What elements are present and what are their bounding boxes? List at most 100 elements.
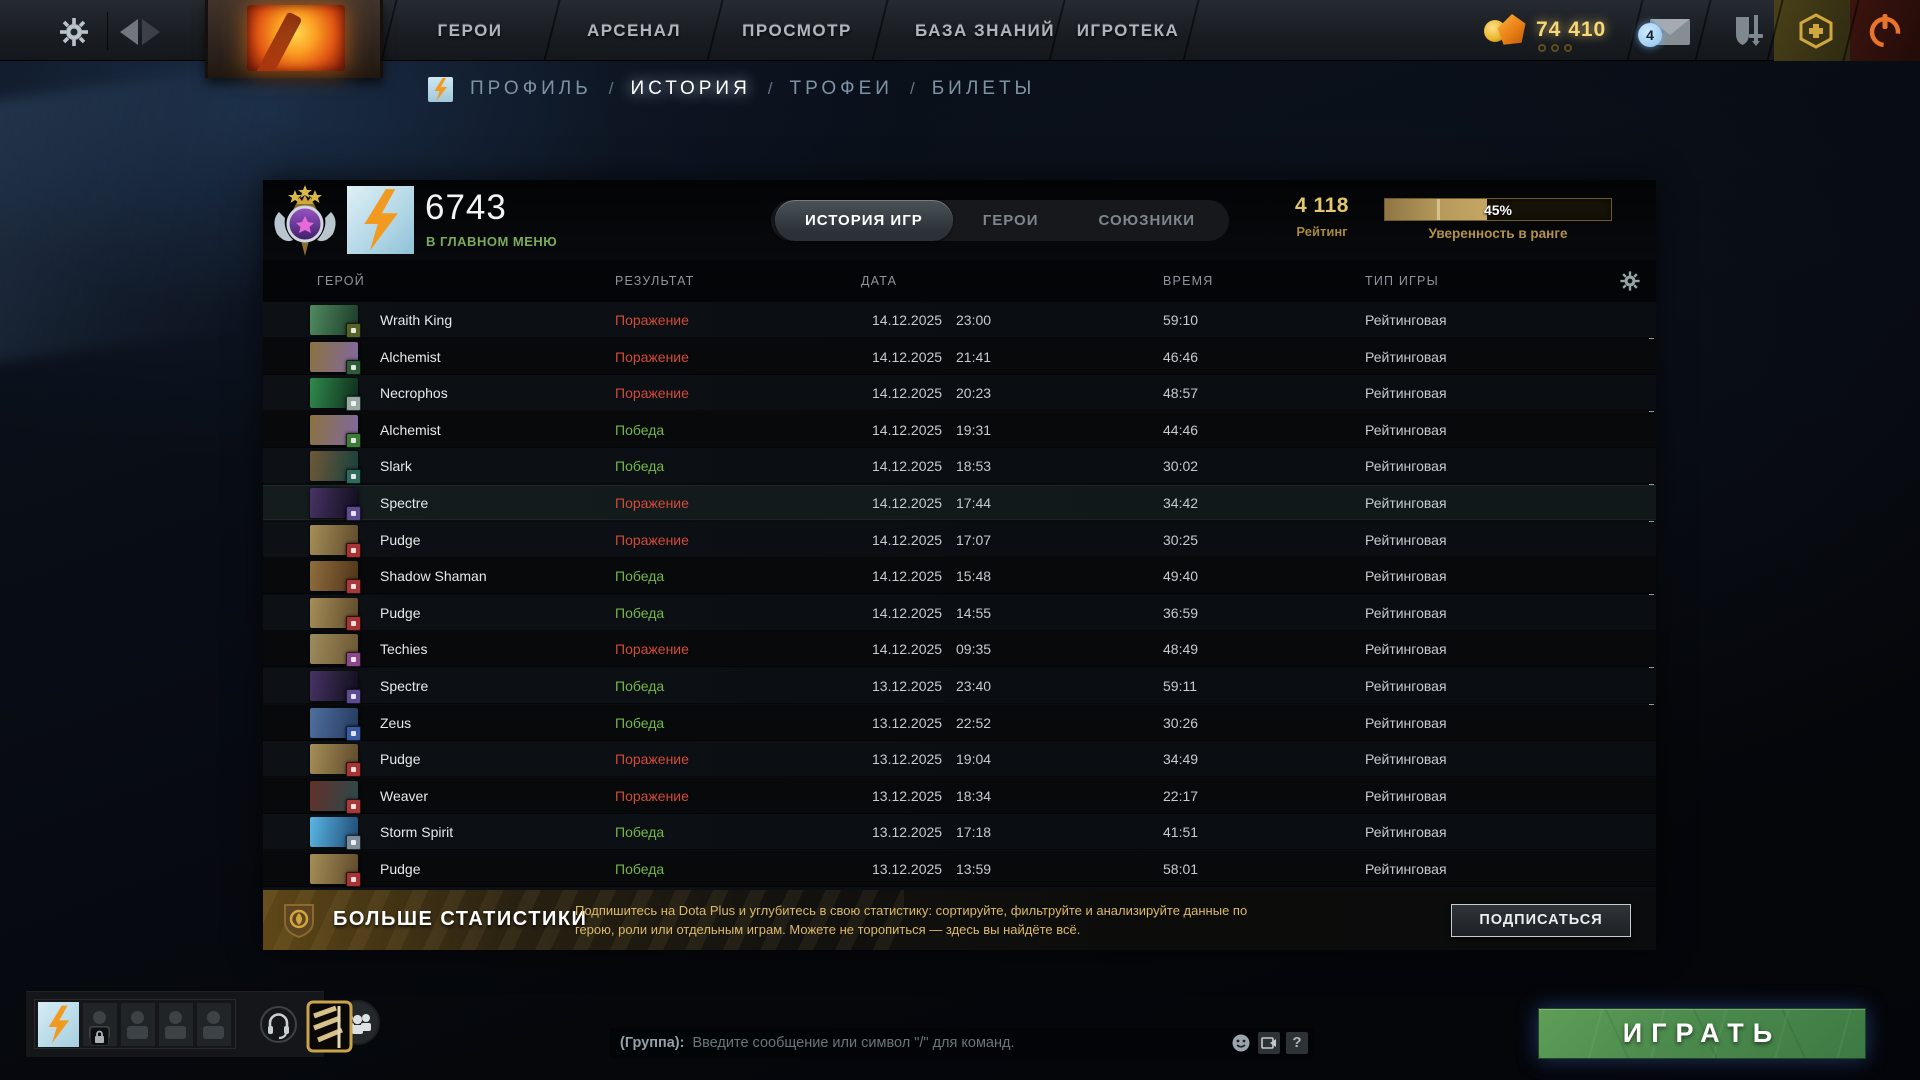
- match-time: 18:53: [956, 458, 992, 475]
- hero-portrait-spectre: [310, 671, 361, 704]
- dota-logo-home-button[interactable]: [205, 0, 383, 78]
- match-date: 13.12.2025: [872, 714, 943, 731]
- match-duration: 46:46: [1163, 348, 1199, 365]
- match-date: 14.12.2025: [872, 568, 943, 585]
- breadcrumb-item-история[interactable]: ИСТОРИЯ: [630, 78, 751, 99]
- match-row[interactable]: Alchemist Поражение 14.12.2025 21:41 46:46 Ре…: [263, 338, 1656, 375]
- match-result: Поражение: [615, 751, 689, 768]
- hero-portrait-shadow-shaman: [310, 561, 361, 595]
- play-button[interactable]: ИГРАТЬ: [1538, 1008, 1866, 1059]
- power-section-bg: [1850, 0, 1920, 61]
- tab-3[interactable]: СОЮЗНИКИ: [1098, 212, 1196, 229]
- top-bar: ГЕРОИ АРСЕНАЛ ПРОСМОТР БАЗА ЗНАНИЙ ИГРОТЕКА …: [0, 0, 1920, 78]
- match-row[interactable]: Wraith King Поражение 14.12.2025 23:00 59:10…: [263, 302, 1656, 338]
- hero-name: Storm Spirit: [380, 824, 454, 841]
- match-row[interactable]: Pudge Поражение 13.12.2025 19:04 34:49 Рейтин…: [263, 741, 1656, 778]
- match-row[interactable]: Storm Spirit Победа 13.12.2025 17:18 41:51 Ре…: [263, 814, 1656, 851]
- shard-gem-icon: [1497, 14, 1526, 45]
- match-row[interactable]: Spectre Победа 13.12.2025 23:40 59:11 Рейтинг…: [263, 668, 1656, 704]
- match-duration: 48:49: [1163, 641, 1199, 658]
- power-quit-button[interactable]: [1862, 12, 1908, 50]
- party-slot-empty[interactable]: [159, 1003, 193, 1046]
- match-time: 15:48: [956, 568, 992, 585]
- party-lock-icon[interactable]: [90, 1027, 109, 1046]
- profile-avatar-mini[interactable]: [428, 76, 453, 102]
- hero-portrait-pudge: [310, 524, 361, 558]
- column-header-4: ВРЕМЯ: [1163, 274, 1214, 288]
- match-duration: 30:02: [1163, 458, 1199, 475]
- confidence-percent: 45%: [1483, 202, 1513, 218]
- chat-input[interactable]: [692, 1035, 1230, 1051]
- party-panel: [25, 990, 353, 1058]
- match-row[interactable]: Pudge Победа 14.12.2025 14:55 36:59 Рейтингов…: [263, 594, 1656, 631]
- breadcrumb-separator: /: [767, 79, 773, 98]
- match-row[interactable]: Slark Победа 14.12.2025 18:53 30:02 Рейтингов…: [263, 448, 1656, 485]
- currency-amount: 74 410: [1536, 18, 1607, 41]
- hero-portrait-pudge: [310, 744, 361, 778]
- subscribe-button[interactable]: ПОДПИСАТЬСЯ: [1451, 904, 1631, 937]
- match-row[interactable]: Shadow Shaman Победа 14.12.2025 15:48 49:40 Р…: [263, 558, 1656, 595]
- match-row[interactable]: Zeus Победа 13.12.2025 22:52 30:26 Рейтингова…: [263, 704, 1656, 741]
- hero-facet-badge: [346, 725, 361, 741]
- topbar-section-separator: [1182, 0, 1200, 61]
- match-row-partial[interactable]: [263, 887, 1656, 890]
- nav-item-3[interactable]: ПРОСМОТР: [742, 21, 852, 40]
- party-slot-empty[interactable]: [197, 1003, 231, 1046]
- rank-medal-icon[interactable]: [267, 182, 343, 260]
- match-row[interactable]: Necrophos Поражение 14.12.2025 20:23 48:57 Ре…: [263, 375, 1656, 412]
- hero-portrait-alchemist: [310, 341, 361, 375]
- topbar-section-separator: [706, 0, 724, 61]
- party-slot-empty[interactable]: [121, 1003, 155, 1046]
- player-avatar[interactable]: [347, 186, 414, 254]
- screenshot-share-icon[interactable]: [1258, 1032, 1280, 1054]
- match-mode: Рейтинговая: [1365, 751, 1447, 768]
- nav-item-1[interactable]: ГЕРОИ: [437, 21, 503, 40]
- breadcrumb-item-билеты[interactable]: БИЛЕТЫ: [931, 78, 1036, 99]
- hero-name: Pudge: [380, 604, 421, 621]
- match-row[interactable]: Alchemist Победа 14.12.2025 19:31 44:46 Рейти…: [263, 411, 1656, 448]
- armory-button[interactable]: [1722, 12, 1770, 50]
- match-duration: 58:01: [1163, 861, 1199, 877]
- emoticon-icon[interactable]: [1230, 1032, 1252, 1054]
- back-arrow-icon[interactable]: [120, 19, 138, 45]
- tab-2[interactable]: ГЕРОИ: [982, 212, 1039, 229]
- match-row[interactable]: Techies Поражение 14.12.2025 09:35 48:49 Рейт…: [263, 631, 1656, 668]
- match-result: Поражение: [615, 495, 689, 511]
- match-row[interactable]: Pudge Поражение 14.12.2025 17:07 30:25 Рейтин…: [263, 521, 1656, 558]
- match-row[interactable]: Spectre Поражение 14.12.2025 17:44 34:42 Рейт…: [263, 485, 1656, 521]
- party-slot-self[interactable]: [38, 1002, 79, 1047]
- hero-name: Spectre: [380, 678, 429, 694]
- table-settings-gear-icon[interactable]: [1619, 270, 1641, 292]
- guild-banner-icon[interactable]: [306, 1000, 353, 1053]
- help-button[interactable]: ?: [1286, 1032, 1308, 1054]
- hero-portrait-alchemist: [310, 414, 361, 448]
- voice-headset-button[interactable]: [260, 1006, 297, 1043]
- breadcrumb-item-трофеи[interactable]: ТРОФЕИ: [789, 78, 893, 99]
- breadcrumb-item-профиль[interactable]: ПРОФИЛЬ: [470, 78, 592, 99]
- match-result: Победа: [615, 678, 665, 694]
- hero-facet-badge: [346, 432, 361, 448]
- nav-item-5[interactable]: ИГРОТЕКА: [1076, 21, 1180, 40]
- topbar-section-separator: [871, 0, 889, 61]
- hero-portrait-storm-spirit: [310, 817, 361, 851]
- topbar-divider: [107, 12, 108, 50]
- chat-channel-label: (Группа):: [620, 1035, 685, 1051]
- match-mode: Рейтинговая: [1365, 312, 1447, 328]
- dota-plus-button[interactable]: [1793, 12, 1839, 50]
- history-nav-arrows: [120, 18, 172, 46]
- nav-item-4[interactable]: БАЗА ЗНАНИЙ: [915, 21, 1055, 40]
- match-row[interactable]: Pudge Победа 13.12.2025 13:59 58:01 Рейтингов…: [263, 851, 1656, 887]
- notifications-button[interactable]: 4: [1638, 13, 1706, 51]
- match-table-header: ГЕРОЙ РЕЗУЛЬТАТ ДАТА ВРЕМЯ ТИП ИГРЫ: [263, 260, 1656, 302]
- match-time: 13:59: [956, 861, 992, 877]
- hero-name: Alchemist: [380, 348, 441, 365]
- match-result: Поражение: [615, 385, 689, 402]
- match-row[interactable]: Weaver Поражение 13.12.2025 18:34 22:17 Рейти…: [263, 777, 1656, 814]
- rank-confidence-bar: 45%: [1384, 198, 1612, 221]
- forward-arrow-icon[interactable]: [142, 19, 160, 45]
- settings-gear-icon[interactable]: [58, 16, 90, 48]
- tab-1[interactable]: ИСТОРИЯ ИГР: [775, 200, 953, 241]
- hero-facet-badge: [346, 762, 361, 778]
- confidence-notch: [1436, 199, 1440, 220]
- nav-item-2[interactable]: АРСЕНАЛ: [587, 21, 681, 40]
